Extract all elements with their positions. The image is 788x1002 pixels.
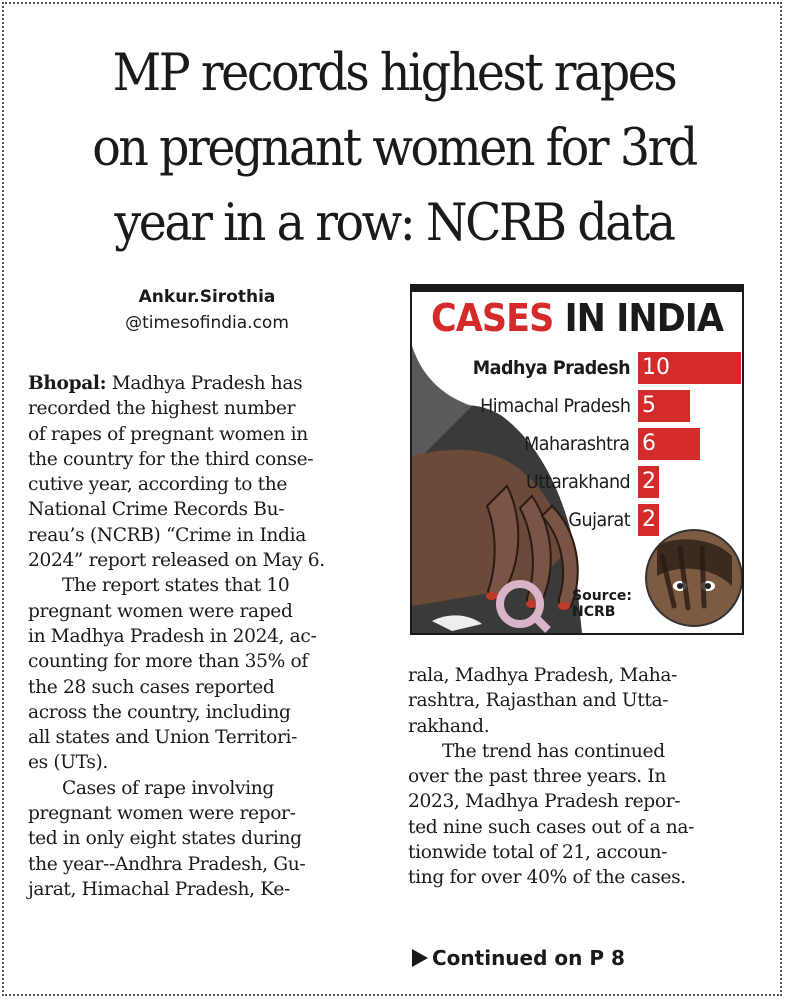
article-line: all states and Union Territori- [28, 727, 298, 749]
dateline: Bhopal: [28, 373, 107, 394]
article-line-text: Madhya Pradesh has [106, 373, 303, 394]
article-line: rashtra, Rajasthan and Utta- [408, 690, 669, 712]
article-line: es (UTs). [28, 752, 108, 774]
article-column-left: Bhopal: Madhya Pradesh has recorded the … [28, 371, 378, 902]
article-line: counting for more than 35% of [28, 651, 308, 673]
headline: MP records highest rapes on pregnant wom… [41, 36, 748, 261]
article-line: the 28 such cases reported [28, 676, 275, 698]
article-line: ted nine such cases out of a na- [408, 816, 695, 838]
infobox-title-red: CASES [430, 296, 554, 340]
source-value: NCRB [572, 604, 616, 620]
article-line: cutive year, according to the [28, 474, 287, 496]
headline-line-1: MP records highest rapes [112, 44, 678, 103]
bar-category-label: Madhya Pradesh [472, 357, 631, 379]
bar-category-label: Himachal Pradesh [479, 395, 631, 417]
infobox-title: CASES IN INDIA [425, 296, 729, 340]
article-line: The trend has continued [442, 740, 665, 762]
byline: Ankur.Sirothia @timesofindia.com [72, 284, 342, 336]
article-line: ting for over 40% of the cases. [408, 867, 686, 889]
article-line: Bhopal: Madhya Pradesh has [28, 371, 378, 396]
bar-category-label: Maharashtra [524, 433, 631, 455]
article-line: pregnant women were raped [28, 600, 293, 622]
bar-row: Uttarakhand 2 [412, 466, 742, 498]
bar-category-label: Uttarakhand [525, 471, 631, 493]
article-line: recorded the highest number [28, 398, 296, 420]
article-line: over the past three years. In [408, 766, 667, 788]
byline-handle: @timesofindia.com [125, 313, 289, 333]
bar-value-label: 2 [642, 507, 656, 532]
article-line: reau’s (NCRB) “Crime in India [28, 524, 306, 546]
article-line: 2024” report released on May 6. [28, 550, 325, 572]
cases-infobox: CASES IN INDIA Madhya Pradesh 10 Himachal … [410, 284, 744, 635]
bar-value-label: 5 [642, 393, 656, 418]
source-note: Source: NCRB [572, 588, 632, 620]
article-line: The report states that 10 [62, 575, 290, 597]
continued-link[interactable]: Continued on P 8 [412, 946, 625, 970]
article-line: National Crime Records Bu- [28, 499, 285, 521]
bar-row: Himachal Pradesh 5 [412, 390, 742, 422]
bar-row: Maharashtra 6 [412, 428, 742, 460]
article-line: Cases of rape involving [62, 777, 274, 799]
article-line: across the country, including [28, 701, 291, 723]
article-line: the year--Andhra Pradesh, Gu- [28, 853, 306, 875]
bar-value-label: 10 [642, 355, 670, 380]
article-line: of rapes of pregnant women in [28, 423, 308, 445]
article-line: pregnant women were repor- [28, 803, 296, 825]
play-arrow-icon [412, 949, 428, 967]
article-line: rala, Madhya Pradesh, Maha- [408, 665, 678, 686]
bar-row: Gujarat 2 [412, 504, 742, 536]
article-column-right: rala, Madhya Pradesh, Maha- rashtra, Raj… [408, 663, 758, 891]
byline-author: Ankur.Sirothia [138, 287, 276, 307]
article-line: ted in only eight states during [28, 828, 302, 850]
bar [638, 466, 659, 498]
bar-category-label: Gujarat [568, 509, 630, 531]
bar [638, 504, 659, 536]
bar-value-label: 6 [642, 431, 656, 456]
article-line: 2023, Madhya Pradesh repor- [408, 791, 681, 813]
bar-row: Madhya Pradesh 10 [412, 352, 742, 384]
continued-label: Continued on P 8 [432, 946, 625, 970]
article-line: the country for the third conse- [28, 448, 314, 470]
bar-value-label: 2 [642, 469, 656, 494]
infobox-top-rule [412, 286, 742, 292]
bar [638, 428, 700, 460]
headline-line-2: on pregnant women for 3rd [92, 119, 698, 178]
bar [638, 352, 741, 384]
headline-line-3: year in a row: NCRB data [114, 194, 676, 253]
source-label: Source: [572, 588, 632, 604]
hand-illustration [412, 346, 742, 633]
article-line: tionwide total of 21, accoun- [408, 842, 668, 864]
article-line: rakhand. [408, 715, 490, 737]
article-line: jarat, Himachal Pradesh, Ke- [28, 878, 290, 900]
infobox-title-black: IN INDIA [553, 296, 724, 340]
bar [638, 390, 690, 422]
article-line: in Madhya Pradesh in 2024, ac- [28, 625, 317, 647]
